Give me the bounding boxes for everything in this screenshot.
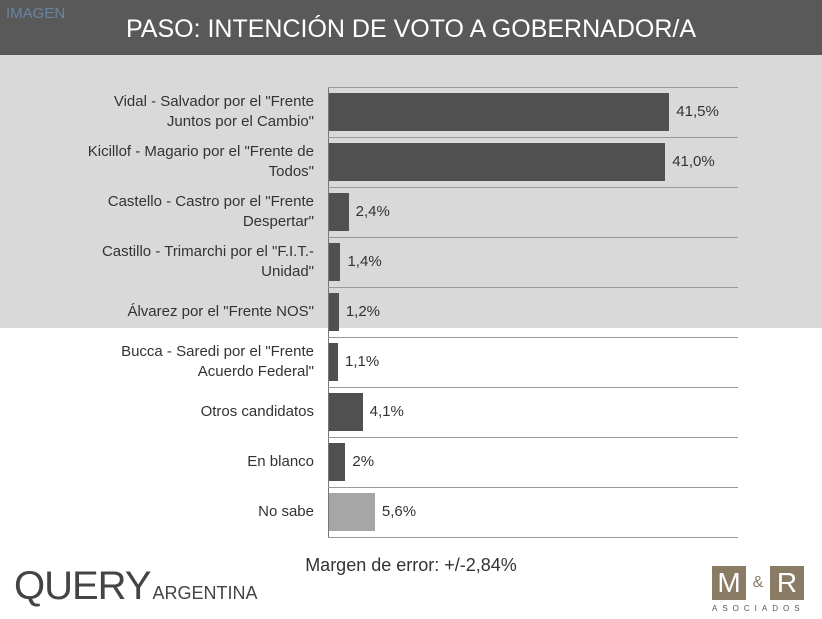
value-label: 41,0%: [672, 153, 715, 170]
value-label: 2%: [352, 453, 375, 470]
bar: [329, 243, 341, 281]
separator: [328, 537, 738, 538]
chart-title: PASO: INTENCIÓN DE VOTO A GOBERNADOR/A: [125, 15, 697, 43]
value-label: 4,1%: [369, 403, 404, 420]
logo-text: ARGENTINA: [152, 583, 258, 603]
bar: [329, 293, 339, 331]
separator: [328, 387, 738, 388]
bar: [329, 193, 349, 231]
separator: [328, 287, 738, 288]
value-label: 2,4%: [355, 203, 390, 220]
category-label: Álvarez por el "Frente NOS": [127, 303, 314, 320]
bar: [329, 493, 375, 531]
category-label: No sabe: [258, 503, 314, 520]
category-label: Vidal - Salvador por el "Frente Juntos p…: [113, 93, 314, 130]
logo-right: M & R ASOCIADOS: [712, 566, 808, 613]
bar: [329, 343, 339, 381]
category-label: Castillo - Trimarchi por el "F.I.T.-Unid…: [101, 243, 314, 280]
watermark: IMAGEN: [6, 5, 66, 22]
separator: [328, 187, 738, 188]
separator: [328, 437, 738, 438]
category-label: Otros candidatos: [200, 403, 314, 420]
separator: [328, 87, 738, 88]
value-label: 5,6%: [381, 503, 417, 520]
logo-letter: M: [712, 566, 746, 600]
category-label: Castello - Castro por el "Frente Despert…: [107, 193, 314, 230]
bar: [329, 93, 670, 131]
logo-text: ASOCIADOS: [712, 604, 805, 613]
category-label: En blanco: [247, 453, 314, 470]
separator: [328, 137, 738, 138]
logo-letter: R: [770, 566, 804, 600]
logo-letter: &: [752, 574, 764, 591]
value-label: 1,4%: [347, 253, 382, 270]
separator: [328, 237, 738, 238]
note: Margen de error: +/-2,84%: [305, 555, 517, 575]
logo-text: QUERY: [14, 564, 152, 608]
bar: [329, 393, 363, 431]
bar: [329, 143, 666, 181]
separator: [328, 487, 738, 488]
bar: [329, 443, 346, 481]
title-bar: [0, 0, 822, 55]
value-label: 1,2%: [345, 303, 381, 320]
value-label: 41,5%: [676, 103, 719, 120]
value-label: 1,1%: [345, 353, 380, 370]
logo-left: QUERY ARGENTINA: [14, 564, 258, 609]
separator: [328, 337, 738, 338]
category-label: Bucca - Saredi por el "Frente Acuerdo Fe…: [121, 343, 314, 380]
axis-line: [328, 87, 329, 537]
category-label: Kicillof - Magario por el "Frente de Tod…: [87, 143, 314, 180]
